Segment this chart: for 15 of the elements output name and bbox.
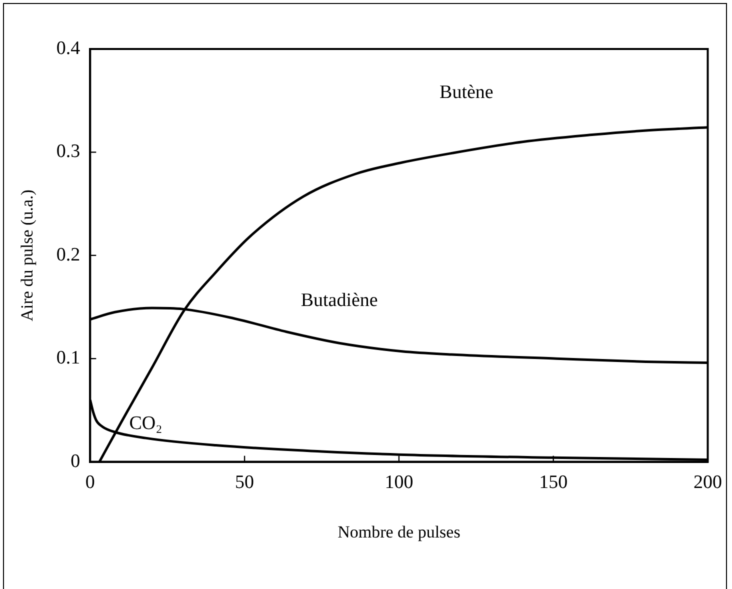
x-tick-label: 200 [694,472,722,494]
y-tick-label: 0.3 [56,141,80,162]
y-tick-label: 0.1 [56,348,80,369]
y-tick-label: 0 [70,450,80,472]
y-tick-label: 0.4 [56,38,81,59]
y-axis-title: Aire du pulse (u.a.) [18,190,37,322]
x-tick-label: 50 [235,472,254,494]
series-label: CO₂ [129,413,162,434]
x-tick-label: 100 [384,472,414,494]
text: Butène [440,82,494,104]
x-tick-label: 0 [85,472,95,494]
x-axis-title: Nombre de pulses [338,522,460,542]
x-tick-label: 150 [539,472,568,494]
y-tick-label: 0.2 [56,244,80,266]
series-label: Butadiène [300,290,378,312]
